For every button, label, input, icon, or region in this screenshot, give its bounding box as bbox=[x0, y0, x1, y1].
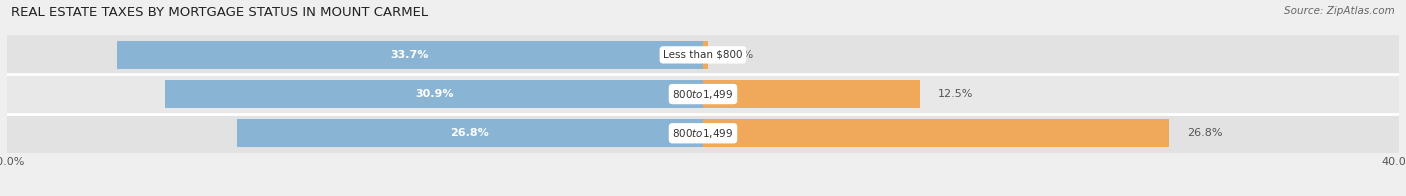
Text: 26.8%: 26.8% bbox=[1187, 128, 1222, 138]
Text: $800 to $1,499: $800 to $1,499 bbox=[672, 88, 734, 101]
Text: 12.5%: 12.5% bbox=[938, 89, 973, 99]
Bar bbox=[703, 119, 1170, 147]
Bar bbox=[117, 41, 703, 69]
Bar bbox=[703, 41, 709, 69]
Text: REAL ESTATE TAXES BY MORTGAGE STATUS IN MOUNT CARMEL: REAL ESTATE TAXES BY MORTGAGE STATUS IN … bbox=[11, 6, 429, 19]
Text: Source: ZipAtlas.com: Source: ZipAtlas.com bbox=[1284, 6, 1395, 16]
Text: Less than $800: Less than $800 bbox=[664, 50, 742, 60]
Text: $800 to $1,499: $800 to $1,499 bbox=[672, 127, 734, 140]
Text: 26.8%: 26.8% bbox=[450, 128, 489, 138]
Bar bbox=[7, 74, 1399, 114]
Bar bbox=[166, 80, 703, 108]
Bar bbox=[7, 114, 1399, 153]
Bar bbox=[703, 80, 921, 108]
Bar bbox=[236, 119, 703, 147]
Bar bbox=[7, 35, 1399, 74]
Text: 33.7%: 33.7% bbox=[391, 50, 429, 60]
Text: 30.9%: 30.9% bbox=[415, 89, 453, 99]
Text: 0.0%: 0.0% bbox=[725, 50, 754, 60]
